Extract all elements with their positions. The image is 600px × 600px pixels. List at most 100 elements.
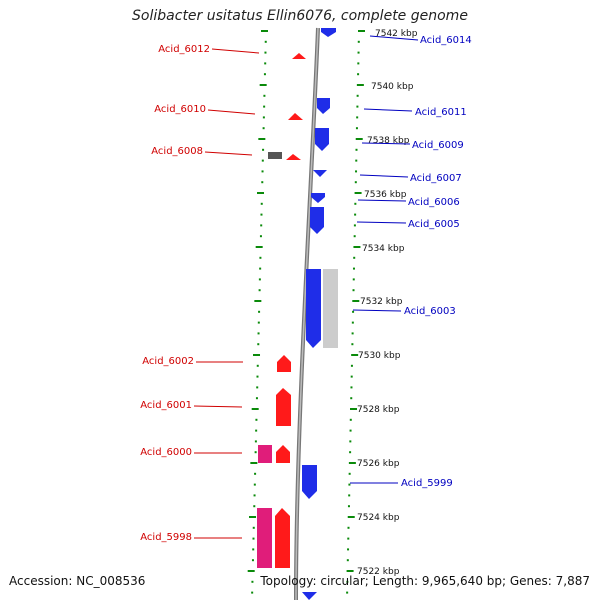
kbp-label: 7536 kbp	[364, 190, 407, 200]
major-tick	[348, 462, 356, 464]
minor-tick	[357, 62, 360, 65]
gene-label-acid-6000[interactable]: Acid_6000	[140, 447, 192, 458]
minor-tick	[262, 148, 265, 151]
minor-tick	[353, 256, 356, 259]
minor-tick	[252, 537, 255, 540]
major-tick	[251, 408, 259, 410]
gene-label-acid-6007[interactable]: Acid_6007	[410, 173, 462, 184]
major-tick	[250, 462, 258, 464]
minor-tick	[258, 310, 261, 313]
major-tick	[257, 192, 265, 194]
minor-tick	[262, 116, 265, 119]
gene-label-acid-5999[interactable]: Acid_5999	[401, 478, 453, 489]
major-tick	[354, 192, 362, 194]
gene-acid-6000-a[interactable]	[276, 445, 290, 463]
minor-tick	[357, 40, 360, 43]
gene-label-acid-6009[interactable]: Acid_6009	[412, 140, 464, 151]
minor-tick	[258, 289, 261, 292]
minor-tick	[256, 386, 259, 389]
major-tick	[249, 516, 257, 518]
gene-acid-6014[interactable]	[321, 28, 336, 37]
gene-acid-6000-b[interactable]	[258, 445, 272, 463]
genome-summary: Topology: circular; Length: 9,965,640 bp…	[260, 574, 590, 588]
minor-tick	[357, 73, 360, 76]
gene-acid-5999[interactable]	[302, 465, 317, 499]
minor-tick	[261, 170, 264, 173]
gene-label-acid-6005[interactable]: Acid_6005	[408, 219, 460, 230]
gene-acid-6006[interactable]	[311, 193, 325, 203]
minor-tick	[347, 526, 350, 529]
callout-line	[352, 309, 402, 312]
gene-label-acid-6003[interactable]: Acid_6003	[404, 306, 456, 317]
gene-acid-6008[interactable]	[286, 154, 301, 160]
major-tick	[358, 30, 365, 32]
gene-label-acid-6014[interactable]: Acid_6014	[420, 35, 472, 46]
genome-title: Solibacter usitatus Ellin6076, complete …	[132, 8, 468, 24]
minor-tick	[260, 213, 263, 216]
gene-acid-6003[interactable]	[306, 269, 321, 348]
minor-tick	[353, 235, 356, 238]
callout-line	[356, 221, 407, 224]
minor-tick	[254, 472, 257, 475]
gene-label-acid-6002[interactable]: Acid_6002	[142, 356, 194, 367]
major-tick	[259, 84, 267, 86]
gene-acid-6002[interactable]	[277, 355, 291, 372]
minor-tick	[253, 505, 256, 508]
callout-line	[204, 151, 253, 156]
minor-tick	[348, 472, 351, 475]
gene-acid-6005[interactable]	[310, 207, 324, 234]
major-tick	[350, 408, 358, 410]
gene-acid-6009[interactable]	[315, 128, 329, 151]
minor-tick	[352, 310, 355, 313]
gene-label-acid-6006[interactable]: Acid_6006	[408, 197, 460, 208]
right-tick-track	[346, 30, 365, 594]
left-callouts: Acid_6012 Acid_6010 Acid_6008 Acid_6002 …	[140, 44, 260, 543]
gene-partial-bottom[interactable]	[302, 592, 317, 600]
gene-label-acid-6011[interactable]: Acid_6011	[415, 107, 467, 118]
minor-tick	[355, 148, 358, 151]
minor-tick	[350, 375, 353, 378]
minor-tick	[260, 202, 263, 205]
minor-tick	[349, 429, 352, 432]
major-tick	[355, 138, 363, 140]
gene-acid-6001[interactable]	[276, 388, 291, 426]
minor-tick	[251, 591, 254, 594]
gene-acid-6011[interactable]	[317, 98, 330, 114]
minor-tick	[352, 289, 355, 292]
minor-tick	[355, 127, 358, 130]
minor-tick	[251, 580, 254, 583]
gene-label-acid-6010[interactable]: Acid_6010	[154, 104, 206, 115]
right-callouts: Acid_6014 Acid_6011 Acid_6009 Acid_6007 …	[350, 35, 472, 489]
callout-line	[363, 108, 413, 112]
major-tick	[352, 300, 360, 302]
kbp-label: 7532 kbp	[360, 297, 403, 307]
minor-tick	[357, 51, 360, 54]
major-tick	[255, 246, 263, 248]
gene-acid-6003-partner[interactable]	[323, 269, 338, 348]
kbp-label: 7526 kbp	[357, 459, 400, 469]
minor-tick	[255, 429, 258, 432]
gene-label-acid-6008[interactable]: Acid_6008	[151, 146, 203, 157]
gene-acid-6008-partner[interactable]	[268, 152, 282, 159]
minor-tick	[351, 332, 354, 335]
gene-acid-5998-a[interactable]	[275, 508, 290, 568]
minor-tick	[356, 105, 359, 108]
gene-acid-6012[interactable]	[292, 53, 306, 59]
minor-tick	[253, 483, 256, 486]
gene-acid-6007[interactable]	[313, 170, 327, 177]
minor-tick	[258, 278, 261, 281]
kbp-label: 7538 kbp	[367, 136, 410, 146]
gene-label-acid-6012[interactable]: Acid_6012	[158, 44, 210, 55]
gene-label-acid-6001[interactable]: Acid_6001	[140, 400, 192, 411]
gene-label-acid-5998[interactable]: Acid_5998	[140, 532, 192, 543]
minor-tick	[355, 159, 358, 162]
minor-tick	[263, 94, 266, 97]
major-tick	[254, 300, 262, 302]
kbp-label: 7524 kbp	[357, 513, 400, 523]
major-tick	[247, 570, 255, 572]
gene-acid-6010[interactable]	[288, 113, 303, 120]
minor-tick	[264, 40, 267, 43]
gene-acid-5998-b[interactable]	[257, 508, 272, 568]
minor-tick	[354, 213, 357, 216]
